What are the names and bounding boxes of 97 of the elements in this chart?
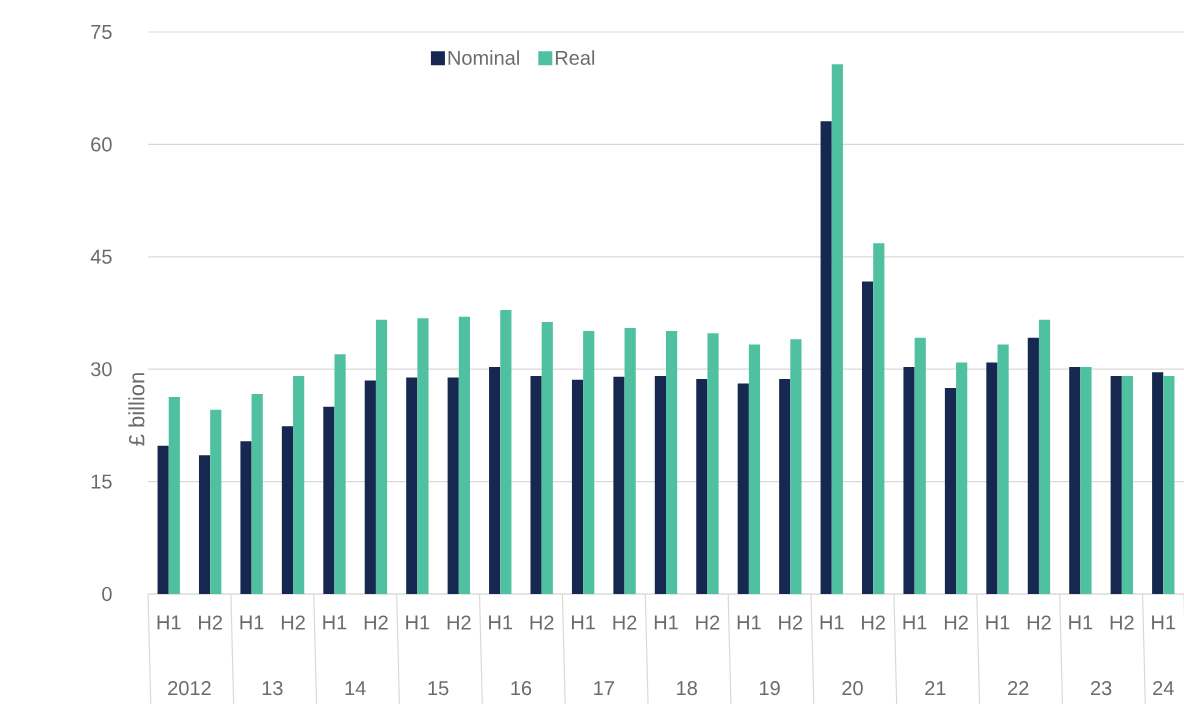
x-tick-label: H2 (862, 615, 885, 630)
bar (417, 318, 429, 594)
bar (571, 379, 584, 594)
bar (375, 319, 388, 594)
x-tick-label: H1 (323, 615, 347, 630)
bar (862, 281, 874, 594)
legend-label: Nominal (448, 50, 519, 65)
x-tick-label: H2 (944, 615, 968, 630)
x-tick-label: H2 (779, 615, 803, 630)
bar (790, 339, 802, 594)
bar (447, 377, 459, 594)
text: 17 (594, 681, 614, 695)
bar (240, 441, 252, 594)
bar (997, 344, 1009, 594)
x-tick-label: H1 (571, 615, 595, 630)
bar (831, 64, 843, 594)
y-tick-label: 75 (91, 25, 112, 39)
y-axis-title: £ billion (128, 373, 145, 446)
text: 13 (262, 681, 283, 696)
bar (666, 330, 678, 594)
bar (624, 327, 636, 594)
bar (737, 383, 749, 594)
x-tick-label: H2 (613, 615, 637, 630)
y-tick-label: 30 (91, 362, 112, 377)
bar (293, 375, 305, 594)
text: 14 (345, 681, 366, 695)
bar (986, 362, 998, 594)
bar (1163, 375, 1175, 594)
bar (251, 393, 263, 594)
text: 24 (1153, 681, 1174, 695)
bar (613, 376, 625, 594)
x-tick-label: H1 (489, 615, 513, 630)
bar (168, 396, 180, 594)
bar (489, 366, 501, 594)
text: 20 (842, 681, 863, 696)
x-tick-label: H2 (281, 615, 305, 630)
bar (406, 377, 418, 594)
bar (696, 378, 708, 594)
bar (541, 321, 553, 594)
x-tick-label: H2 (1110, 615, 1134, 630)
bar (157, 445, 169, 594)
bar (1069, 366, 1081, 594)
bar (956, 362, 968, 594)
bar (779, 378, 791, 594)
text: 15 (428, 681, 449, 696)
x-tick-label: H2 (1027, 615, 1051, 630)
x-tick-label: H1 (406, 615, 430, 630)
x-tick-label: H1 (240, 615, 264, 630)
text: 2012 (168, 681, 211, 696)
bar (1121, 375, 1134, 594)
bar (820, 121, 832, 594)
bar (364, 380, 376, 594)
bar (944, 387, 957, 594)
x-tick-label: H1 (1152, 615, 1176, 630)
bar (530, 375, 542, 594)
text: 21 (925, 681, 946, 695)
y-tick-label: 45 (90, 249, 112, 264)
x-tick-label: H2 (364, 615, 388, 630)
bar (914, 337, 926, 594)
bar (583, 330, 595, 594)
text: 19 (760, 681, 780, 696)
bar (654, 375, 666, 594)
x-tick-label: H1 (1069, 615, 1093, 630)
bar (323, 406, 335, 594)
bar (748, 344, 761, 594)
x-tick-label: H2 (530, 615, 554, 630)
text: 18 (677, 681, 697, 696)
bar (873, 243, 885, 594)
legend-label: Real (555, 50, 595, 65)
bar (1110, 375, 1122, 594)
bar (1038, 319, 1051, 594)
bar (198, 455, 211, 594)
text: 23 (1091, 681, 1112, 696)
x-tick-label: H2 (199, 615, 222, 630)
bar (1027, 337, 1039, 594)
bar (210, 409, 222, 594)
bar (903, 366, 915, 594)
bar (707, 333, 719, 594)
bar (281, 426, 294, 594)
y-tick-label: 15 (91, 474, 112, 489)
bar (1152, 372, 1164, 594)
bar (1080, 366, 1092, 594)
y-tick-label: 60 (91, 137, 112, 152)
x-tick-label: H1 (157, 615, 181, 630)
x-tick-label: H1 (654, 615, 678, 630)
x-tick-label: H1 (820, 615, 844, 630)
x-tick-label: H1 (737, 615, 761, 630)
y-tick-label: 0 (102, 586, 112, 602)
bar (458, 316, 470, 594)
x-tick-label: H1 (986, 615, 1010, 630)
text: 22 (1008, 681, 1029, 695)
bar (334, 354, 346, 594)
bar (500, 310, 512, 594)
x-tick-label: H1 (903, 615, 927, 630)
x-tick-label: H2 (447, 615, 471, 630)
x-tick-label: H2 (696, 615, 720, 630)
text: 16 (511, 681, 532, 696)
